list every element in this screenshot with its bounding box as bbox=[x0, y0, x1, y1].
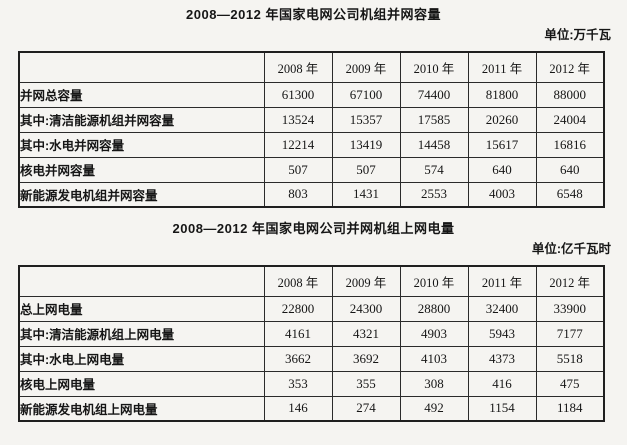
value-cell: 28800 bbox=[399, 295, 469, 322]
grid-capacity-table-title: 2008—2012 年国家电网公司机组并网容量 bbox=[186, 7, 441, 22]
value-cell: 146 bbox=[263, 395, 333, 422]
row-label: 核电并网容量 bbox=[18, 156, 265, 183]
value-cell: 475 bbox=[535, 370, 605, 397]
value-cell: 16816 bbox=[535, 131, 605, 158]
value-cell: 507 bbox=[331, 156, 401, 183]
value-cell: 88000 bbox=[535, 81, 605, 108]
table-row: 新能源发电机组并网容量 803 1431 2553 4003 6548 bbox=[18, 181, 605, 208]
grid-capacity-table: 2008 年 2009 年 2010 年 2011 年 2012 年并网总容量 61300… bbox=[18, 51, 605, 208]
value-cell: 5518 bbox=[535, 345, 605, 372]
on-grid-output-unit-label: 单位:亿千瓦时 bbox=[531, 242, 611, 256]
table-row: 新能源发电机组上网电量 146 274 492 1154 1184 bbox=[18, 395, 605, 422]
value-cell: 274 bbox=[331, 395, 401, 422]
table-row: 核电并网容量 507 507 574 640 640 bbox=[18, 156, 605, 183]
value-cell: 3692 bbox=[331, 345, 401, 372]
value-cell: 33900 bbox=[535, 295, 605, 322]
row-label: 其中:水电并网容量 bbox=[18, 131, 265, 158]
on-grid-output-section: 2008—2012 年国家电网公司并网机组上网电量 单位:亿千瓦时 2008 年… bbox=[0, 221, 627, 422]
table-header-row: 2008 年 2009 年 2010 年 2011 年 2012 年 bbox=[18, 51, 605, 83]
value-cell: 416 bbox=[467, 370, 537, 397]
table-row: 其中:清洁能源机组并网容量 13524 15357 17585 20260 24004 bbox=[18, 106, 605, 133]
value-cell: 67100 bbox=[331, 81, 401, 108]
value-cell: 5943 bbox=[467, 320, 537, 347]
value-cell: 24300 bbox=[331, 295, 401, 322]
year-header: 2012 年 bbox=[535, 265, 605, 297]
value-cell: 13524 bbox=[263, 106, 333, 133]
year-header: 2011 年 bbox=[467, 265, 537, 297]
row-label: 其中:清洁能源机组并网容量 bbox=[18, 106, 265, 133]
value-cell: 17585 bbox=[399, 106, 469, 133]
row-label: 总上网电量 bbox=[18, 295, 265, 322]
year-header: 2009 年 bbox=[331, 51, 401, 83]
value-cell: 640 bbox=[467, 156, 537, 183]
value-cell: 507 bbox=[263, 156, 333, 183]
value-cell: 81800 bbox=[467, 81, 537, 108]
table-header-row: 2008 年 2009 年 2010 年 2011 年 2012 年 bbox=[18, 265, 605, 297]
row-label: 新能源发电机组上网电量 bbox=[18, 395, 265, 422]
value-cell: 20260 bbox=[467, 106, 537, 133]
value-cell: 1154 bbox=[467, 395, 537, 422]
value-cell: 22800 bbox=[263, 295, 333, 322]
value-cell: 15357 bbox=[331, 106, 401, 133]
value-cell: 24004 bbox=[535, 106, 605, 133]
corner-cell bbox=[18, 265, 265, 297]
value-cell: 74400 bbox=[399, 81, 469, 108]
value-cell: 4161 bbox=[263, 320, 333, 347]
year-header: 2012 年 bbox=[535, 51, 605, 83]
value-cell: 4321 bbox=[331, 320, 401, 347]
on-grid-output-table: 2008 年 2009 年 2010 年 2011 年 2012 年总上网电量 22800… bbox=[18, 265, 605, 422]
value-cell: 15617 bbox=[467, 131, 537, 158]
value-cell: 32400 bbox=[467, 295, 537, 322]
value-cell: 6548 bbox=[535, 181, 605, 208]
value-cell: 492 bbox=[399, 395, 469, 422]
value-cell: 4373 bbox=[467, 345, 537, 372]
value-cell: 3662 bbox=[263, 345, 333, 372]
value-cell: 353 bbox=[263, 370, 333, 397]
value-cell: 1431 bbox=[331, 181, 401, 208]
value-cell: 308 bbox=[399, 370, 469, 397]
row-label: 核电上网电量 bbox=[18, 370, 265, 397]
year-header: 2010 年 bbox=[399, 265, 469, 297]
year-header: 2009 年 bbox=[331, 265, 401, 297]
value-cell: 355 bbox=[331, 370, 401, 397]
value-cell: 1184 bbox=[535, 395, 605, 422]
row-label: 其中:水电上网电量 bbox=[18, 345, 265, 372]
year-header: 2008 年 bbox=[263, 265, 333, 297]
row-label: 新能源发电机组并网容量 bbox=[18, 181, 265, 208]
value-cell: 4003 bbox=[467, 181, 537, 208]
table-row: 总上网电量 22800 24300 28800 32400 33900 bbox=[18, 295, 605, 322]
grid-capacity-unit-label: 单位:万千瓦 bbox=[544, 28, 611, 42]
value-cell: 61300 bbox=[263, 81, 333, 108]
on-grid-output-table-title: 2008—2012 年国家电网公司并网机组上网电量 bbox=[172, 221, 455, 236]
year-header: 2010 年 bbox=[399, 51, 469, 83]
value-cell: 803 bbox=[263, 181, 333, 208]
table-row: 其中:水电上网电量 3662 3692 4103 4373 5518 bbox=[18, 345, 605, 372]
value-cell: 4903 bbox=[399, 320, 469, 347]
year-header: 2008 年 bbox=[263, 51, 333, 83]
value-cell: 640 bbox=[535, 156, 605, 183]
value-cell: 12214 bbox=[263, 131, 333, 158]
value-cell: 7177 bbox=[535, 320, 605, 347]
grid-capacity-section: 2008—2012 年国家电网公司机组并网容量 单位:万千瓦 2008 年 200… bbox=[0, 7, 627, 208]
value-cell: 574 bbox=[399, 156, 469, 183]
year-header: 2011 年 bbox=[467, 51, 537, 83]
table-row: 核电上网电量 353 355 308 416 475 bbox=[18, 370, 605, 397]
corner-cell bbox=[18, 51, 265, 83]
row-label: 其中:清洁能源机组上网电量 bbox=[18, 320, 265, 347]
table-row: 其中:清洁能源机组上网电量 4161 4321 4903 5943 7177 bbox=[18, 320, 605, 347]
value-cell: 4103 bbox=[399, 345, 469, 372]
table-row: 并网总容量 61300 67100 74400 81800 88000 bbox=[18, 81, 605, 108]
value-cell: 14458 bbox=[399, 131, 469, 158]
row-label: 并网总容量 bbox=[18, 81, 265, 108]
value-cell: 13419 bbox=[331, 131, 401, 158]
value-cell: 2553 bbox=[399, 181, 469, 208]
table-row: 其中:水电并网容量 12214 13419 14458 15617 16816 bbox=[18, 131, 605, 158]
